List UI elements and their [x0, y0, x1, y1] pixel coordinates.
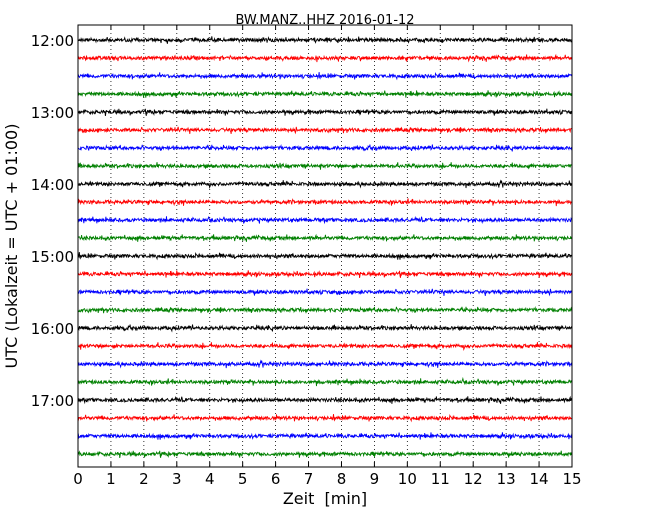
x-tick-label: 2 — [139, 470, 149, 488]
trace-1330 — [77, 144, 573, 152]
y-tick-label: 16:00 — [31, 320, 74, 338]
trace-1715 — [77, 414, 573, 423]
plot-frame — [77, 24, 573, 468]
trace-1430 — [77, 215, 573, 225]
trace-1600 — [77, 324, 573, 333]
y-tick-label: 13:00 — [31, 104, 74, 122]
x-tick-label: 6 — [271, 470, 281, 488]
trace-1400 — [77, 179, 573, 190]
x-tick-label: 15 — [562, 470, 581, 488]
trace-1730 — [77, 432, 573, 440]
x-tick-label: 8 — [337, 470, 347, 488]
x-tick-label: 1 — [106, 470, 116, 488]
x-tick-label: 0 — [73, 470, 83, 488]
trace-1645 — [77, 376, 573, 387]
x-tick-label: 5 — [238, 470, 248, 488]
y-axis-label: UTC (Lokalzeit = UTC + 01:00) — [2, 124, 21, 369]
trace-1230 — [77, 72, 573, 81]
trace-1245 — [77, 90, 573, 98]
y-tick-label: 15:00 — [31, 248, 74, 266]
trace-1745 — [77, 450, 573, 459]
trace-1530 — [77, 288, 573, 297]
trace-1345 — [77, 162, 573, 170]
chart-title: BW.MANZ..HHZ 2016-01-12 — [235, 13, 414, 28]
trace-1215 — [77, 53, 573, 63]
x-tick-label: 7 — [304, 470, 314, 488]
x-tick-label: 3 — [172, 470, 182, 488]
trace-1630 — [77, 359, 573, 369]
x-tick-label: 9 — [370, 470, 380, 488]
x-axis-label: Zeit [min] — [283, 489, 367, 508]
y-tick-label: 14:00 — [31, 176, 74, 194]
x-axis-ticks: 0 1 2 3 4 5 6 7 8 9 10 11 12 13 14 15 — [73, 25, 582, 488]
trace-1300 — [77, 108, 573, 117]
x-tick-label: 11 — [431, 470, 450, 488]
x-tick-label: 10 — [398, 470, 417, 488]
x-tick-label: 14 — [530, 470, 549, 488]
trace-1515 — [77, 270, 573, 279]
y-axis-ticks: 12:00 13:00 14:00 15:00 16:00 17:00 — [31, 32, 572, 410]
trace-1545 — [77, 305, 573, 314]
trace-1200 — [77, 36, 573, 44]
trace-1445 — [77, 233, 573, 242]
trace-1415 — [77, 198, 573, 207]
y-tick-label: 17:00 — [31, 392, 74, 410]
y-tick-label: 12:00 — [31, 32, 74, 50]
grid-lines — [110, 25, 540, 467]
seismic-traces — [77, 36, 573, 459]
trace-1700 — [77, 395, 573, 405]
x-tick-label: 12 — [464, 470, 483, 488]
trace-1615 — [77, 342, 573, 352]
trace-1500 — [77, 252, 573, 261]
x-tick-label: 4 — [205, 470, 215, 488]
x-tick-label: 13 — [497, 470, 516, 488]
trace-1315 — [77, 126, 573, 135]
